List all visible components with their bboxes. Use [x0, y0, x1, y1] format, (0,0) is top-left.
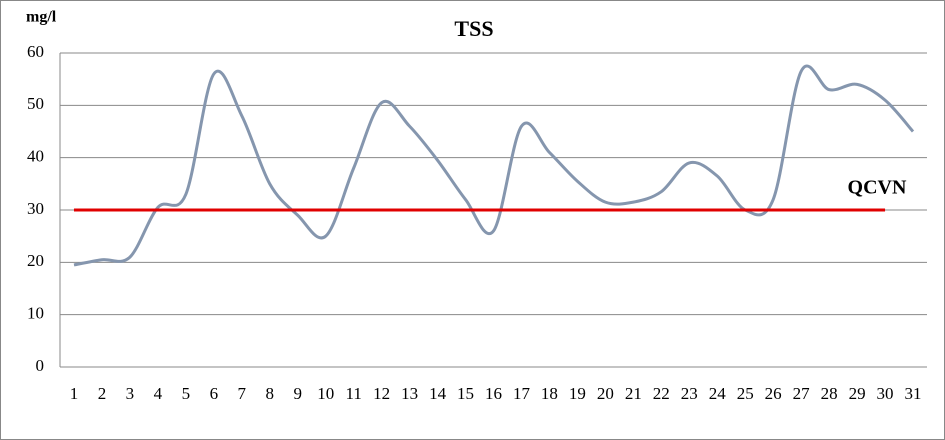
x-tick-label: 12	[373, 384, 390, 403]
x-tick-label: 19	[569, 384, 586, 403]
x-tick-label: 2	[98, 384, 107, 403]
x-tick-label: 26	[765, 384, 782, 403]
y-tick-label: 50	[27, 94, 44, 113]
y-tick-label: 60	[27, 42, 44, 61]
x-tick-label: 31	[905, 384, 922, 403]
y-tick-label: 0	[36, 356, 45, 375]
x-tick-label: 6	[210, 384, 219, 403]
x-tick-label: 22	[653, 384, 670, 403]
x-tick-label: 14	[429, 384, 447, 403]
x-tick-label: 25	[737, 384, 754, 403]
x-tick-label: 7	[238, 384, 247, 403]
x-tick-label: 20	[597, 384, 614, 403]
x-tick-label: 15	[457, 384, 474, 403]
x-tick-label: 8	[266, 384, 275, 403]
x-tick-label: 11	[345, 384, 361, 403]
data-line	[73, 64, 915, 267]
x-tick-label: 21	[625, 384, 642, 403]
x-tick-label: 4	[154, 384, 163, 403]
x-tick-label: 28	[821, 384, 838, 403]
y-tick-label: 40	[27, 147, 44, 166]
x-tick-label: 10	[317, 384, 334, 403]
x-tick-label: 5	[182, 384, 191, 403]
x-tick-label: 9	[293, 384, 302, 403]
y-tick-label: 30	[27, 199, 44, 218]
x-tick-label: 1	[70, 384, 79, 403]
x-tick-label: 13	[401, 384, 418, 403]
x-tick-label: 27	[793, 384, 811, 403]
x-tick-label: 16	[485, 384, 502, 403]
x-tick-label: 30	[877, 384, 894, 403]
x-tick-label: 17	[513, 384, 531, 403]
y-axis-label: mg/l	[26, 9, 57, 26]
x-tick-label: 3	[126, 384, 135, 403]
y-tick-label: 20	[27, 251, 44, 270]
annotation: QCVN	[848, 177, 907, 199]
x-tick-label: 23	[681, 384, 698, 403]
x-tick-label: 18	[541, 384, 558, 403]
x-tick-label: 24	[709, 384, 727, 403]
chart-title: TSS	[454, 16, 493, 41]
x-tick-label: 29	[849, 384, 866, 403]
y-tick-label: 10	[27, 304, 44, 323]
